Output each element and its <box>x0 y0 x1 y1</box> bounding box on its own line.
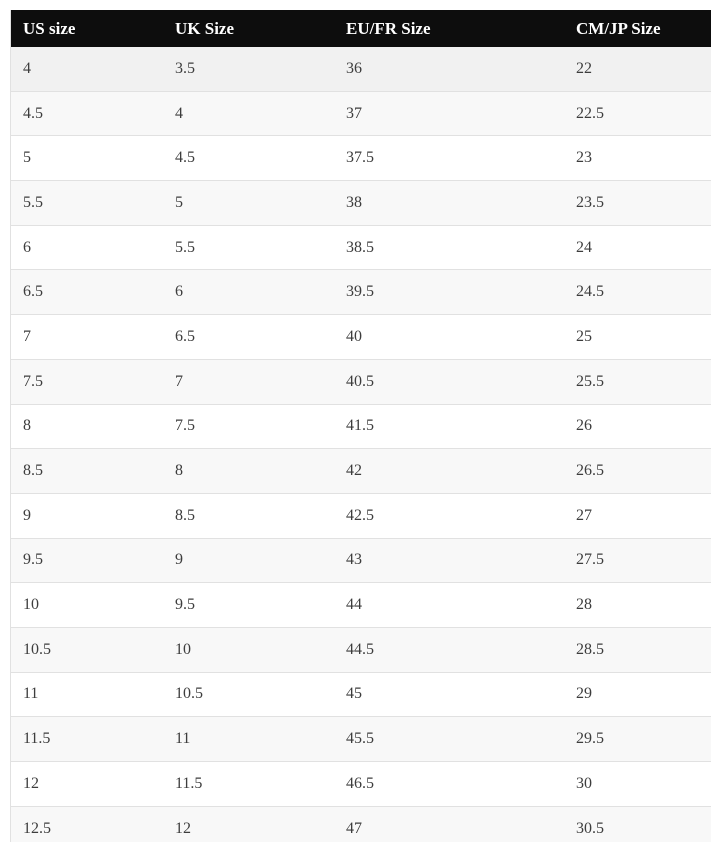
table-cell: 6.5 <box>23 283 43 301</box>
table-cell: 45 <box>346 685 362 703</box>
table-cell: 37.5 <box>346 149 374 167</box>
table-row: 5.5 5 38 23.5 <box>10 180 711 226</box>
table-cell: 44.5 <box>346 640 374 658</box>
table-cell: 10.5 <box>175 685 203 703</box>
column-header-cm-jp-size: CM/JP Size <box>564 10 711 47</box>
table-cell: 8.5 <box>23 462 43 480</box>
table-cell: 10.5 <box>23 640 51 658</box>
table-cell: 4 <box>23 59 31 77</box>
table-cell: 8.5 <box>175 506 195 524</box>
table-cell: 5 <box>175 193 183 211</box>
table-cell: 6 <box>23 238 31 256</box>
column-header-us-size: US size <box>10 10 163 47</box>
table-cell: 24.5 <box>576 283 604 301</box>
table-cell: 9.5 <box>23 551 43 569</box>
table-cell: 38.5 <box>346 238 374 256</box>
table-row: 7 6.5 40 25 <box>10 314 711 360</box>
table-cell: 6 <box>175 283 183 301</box>
table-body: 4 3.5 36 22 4.5 4 37 22.5 5 4.5 37.5 23 5.5 5 38 23.5 6 5… <box>10 47 711 842</box>
table-cell: 42.5 <box>346 506 374 524</box>
table-cell: 7.5 <box>175 417 195 435</box>
table-cell: 3.5 <box>175 59 195 77</box>
table-row: 9.5 9 43 27.5 <box>10 538 711 583</box>
table-cell: 27 <box>576 506 592 524</box>
table-row: 10 9.5 44 28 <box>10 582 711 628</box>
table-row: 11.5 11 45.5 29.5 <box>10 716 711 762</box>
table-cell: 26.5 <box>576 462 604 480</box>
table-cell: 25 <box>576 327 592 345</box>
table-cell: 39.5 <box>346 283 374 301</box>
column-header-eu-fr-size: EU/FR Size <box>334 10 564 47</box>
table-cell: 9.5 <box>175 596 195 614</box>
table-row: 8.5 8 42 26.5 <box>10 448 711 494</box>
table-cell: 5 <box>23 149 31 167</box>
table-row: 12.5 12 47 30.5 <box>10 806 711 842</box>
table-cell: 7 <box>175 372 183 390</box>
table-cell: 47 <box>346 819 362 837</box>
table-row: 7.5 7 40.5 25.5 <box>10 359 711 404</box>
table-cell: 30 <box>576 774 592 792</box>
table-row: 4.5 4 37 22.5 <box>10 91 711 136</box>
table-row: 6.5 6 39.5 24.5 <box>10 269 711 315</box>
table-cell: 38 <box>346 193 362 211</box>
table-cell: 28.5 <box>576 640 604 658</box>
table-cell: 12 <box>23 774 39 792</box>
header-row: US size UK Size EU/FR Size CM/JP Size <box>10 10 711 47</box>
table-cell: 4 <box>175 104 183 122</box>
table-cell: 10 <box>175 640 191 658</box>
table-cell: 24 <box>576 238 592 256</box>
table-cell: 11 <box>175 730 191 748</box>
table-cell: 11.5 <box>175 774 203 792</box>
table-cell: 11 <box>23 685 39 703</box>
table-cell: 12 <box>175 819 191 837</box>
table-row: 8 7.5 41.5 26 <box>10 404 711 449</box>
table-row: 9 8.5 42.5 27 <box>10 493 711 539</box>
table-cell: 25.5 <box>576 372 604 390</box>
table-cell: 4.5 <box>175 149 195 167</box>
table-cell: 5.5 <box>23 193 43 211</box>
table-cell: 9 <box>23 506 31 524</box>
table-header: US size UK Size EU/FR Size CM/JP Size <box>10 10 711 47</box>
table-cell: 11.5 <box>23 730 51 748</box>
table-row: 6 5.5 38.5 24 <box>10 225 711 270</box>
table-cell: 22 <box>576 59 592 77</box>
table-cell: 45.5 <box>346 730 374 748</box>
table-cell: 7 <box>23 327 31 345</box>
table-cell: 6.5 <box>175 327 195 345</box>
table-cell: 46.5 <box>346 774 374 792</box>
table-cell: 40 <box>346 327 362 345</box>
table-cell: 22.5 <box>576 104 604 122</box>
table-row: 12 11.5 46.5 30 <box>10 761 711 807</box>
table-cell: 28 <box>576 596 592 614</box>
table-cell: 30.5 <box>576 819 604 837</box>
table-cell: 10 <box>23 596 39 614</box>
table-cell: 8 <box>23 417 31 435</box>
table-cell: 26 <box>576 417 592 435</box>
table-cell: 8 <box>175 462 183 480</box>
table-cell: 37 <box>346 104 362 122</box>
table-row: 5 4.5 37.5 23 <box>10 135 711 181</box>
table-cell: 23.5 <box>576 193 604 211</box>
table-row: 11 10.5 45 29 <box>10 672 711 717</box>
table-cell: 12.5 <box>23 819 51 837</box>
table-cell: 23 <box>576 149 592 167</box>
table-cell: 44 <box>346 596 362 614</box>
table-cell: 36 <box>346 59 362 77</box>
table-row: 10.5 10 44.5 28.5 <box>10 627 711 673</box>
column-header-uk-size: UK Size <box>163 10 334 47</box>
table-cell: 42 <box>346 462 362 480</box>
table-cell: 41.5 <box>346 417 374 435</box>
table-cell: 4.5 <box>23 104 43 122</box>
table-cell: 40.5 <box>346 372 374 390</box>
table-cell: 5.5 <box>175 238 195 256</box>
table-cell: 7.5 <box>23 372 43 390</box>
table-cell: 29 <box>576 685 592 703</box>
table-cell: 9 <box>175 551 183 569</box>
table-cell: 43 <box>346 551 362 569</box>
table-cell: 29.5 <box>576 730 604 748</box>
table-row: 4 3.5 36 22 <box>10 47 711 92</box>
table-cell: 27.5 <box>576 551 604 569</box>
